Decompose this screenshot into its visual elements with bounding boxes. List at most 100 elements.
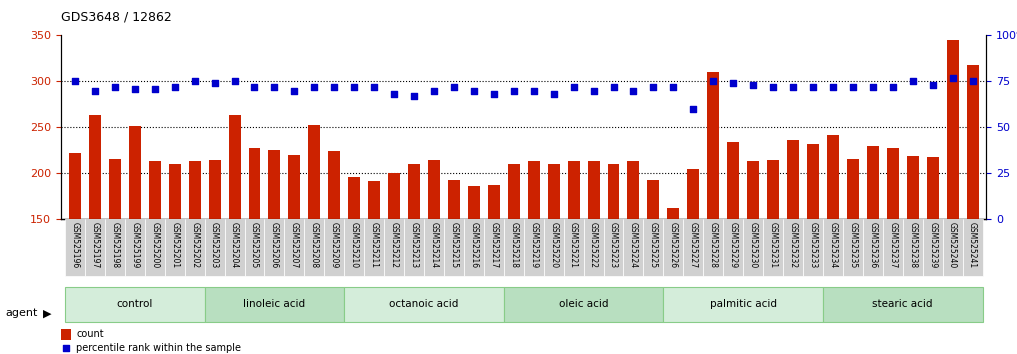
Point [505,88,522,93]
FancyBboxPatch shape [544,219,563,276]
Bar [308,125,320,354]
Bar [707,72,719,354]
FancyBboxPatch shape [304,219,324,276]
Bar [388,173,400,354]
FancyBboxPatch shape [484,219,503,276]
Text: GSM525234: GSM525234 [829,222,837,269]
Point [386,91,403,97]
FancyBboxPatch shape [943,219,962,276]
Point [924,82,941,88]
Point [725,80,741,86]
Text: GSM525208: GSM525208 [310,222,318,268]
Text: GSM525210: GSM525210 [350,222,359,268]
Point [765,84,781,90]
Text: percentile rank within the sample: percentile rank within the sample [76,343,241,353]
Bar [528,161,540,354]
FancyBboxPatch shape [584,219,603,276]
FancyBboxPatch shape [803,219,823,276]
Text: GSM525213: GSM525213 [410,222,419,268]
FancyBboxPatch shape [344,219,364,276]
Text: GSM525215: GSM525215 [450,222,459,268]
Text: GSM525237: GSM525237 [888,222,897,269]
FancyBboxPatch shape [384,219,404,276]
Point [845,84,861,90]
Text: GSM525227: GSM525227 [689,222,698,268]
Point [825,84,841,90]
Text: GSM525223: GSM525223 [609,222,618,268]
Text: GSM525233: GSM525233 [809,222,818,269]
FancyBboxPatch shape [65,219,85,276]
FancyBboxPatch shape [165,219,185,276]
Bar [767,160,779,354]
FancyBboxPatch shape [65,287,204,322]
FancyBboxPatch shape [244,219,264,276]
FancyBboxPatch shape [344,287,503,322]
Bar [148,161,161,354]
Text: GSM525225: GSM525225 [649,222,658,268]
Bar [727,142,739,354]
FancyBboxPatch shape [204,287,344,322]
Bar [408,164,420,354]
Point [426,88,442,93]
Text: GSM525226: GSM525226 [669,222,678,268]
FancyBboxPatch shape [603,219,623,276]
FancyBboxPatch shape [704,219,723,276]
Bar [687,169,700,354]
Bar [607,164,619,354]
Point [645,84,661,90]
FancyBboxPatch shape [185,219,204,276]
Bar [567,161,580,354]
Bar [348,177,360,354]
Bar [468,186,480,354]
Point [67,79,83,84]
Text: GSM525229: GSM525229 [729,222,737,268]
Bar [866,146,879,354]
FancyBboxPatch shape [424,219,444,276]
Bar [169,164,181,354]
FancyBboxPatch shape [144,219,165,276]
Point [306,84,322,90]
Text: GSM525235: GSM525235 [848,222,857,269]
Point [107,84,123,90]
Bar [806,144,819,354]
Bar [847,159,858,354]
Text: count: count [76,329,104,339]
Bar [208,160,221,354]
Text: GSM525218: GSM525218 [510,222,519,268]
Text: control: control [117,299,153,309]
Point [586,88,602,93]
Bar [428,160,440,354]
Text: GSM525230: GSM525230 [749,222,758,269]
Text: palmitic acid: palmitic acid [710,299,777,309]
Bar [109,159,121,354]
Bar [926,157,939,354]
Bar [627,161,640,354]
Text: GSM525216: GSM525216 [470,222,478,268]
FancyBboxPatch shape [683,219,704,276]
Point [127,86,143,92]
Point [565,84,582,90]
Bar [966,65,978,354]
Text: GSM525228: GSM525228 [709,222,718,268]
Point [665,84,681,90]
Text: GSM525200: GSM525200 [151,222,160,269]
FancyBboxPatch shape [883,219,903,276]
FancyBboxPatch shape [903,219,922,276]
FancyBboxPatch shape [663,287,823,322]
Bar [887,148,899,354]
Bar [189,161,200,354]
FancyBboxPatch shape [663,219,683,276]
FancyBboxPatch shape [763,219,783,276]
Point [206,80,223,86]
Bar [667,209,679,354]
Text: GSM525196: GSM525196 [70,222,79,269]
FancyBboxPatch shape [204,219,225,276]
FancyBboxPatch shape [862,219,883,276]
FancyBboxPatch shape [105,219,125,276]
Point [246,84,262,90]
Point [86,88,103,93]
FancyBboxPatch shape [404,219,424,276]
Text: GSM525209: GSM525209 [330,222,339,269]
Text: GSM525232: GSM525232 [788,222,797,268]
Point [167,84,183,90]
